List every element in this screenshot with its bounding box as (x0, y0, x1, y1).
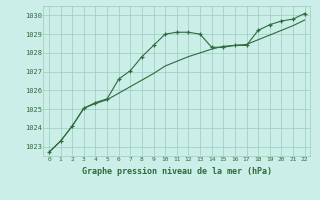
X-axis label: Graphe pression niveau de la mer (hPa): Graphe pression niveau de la mer (hPa) (82, 167, 272, 176)
